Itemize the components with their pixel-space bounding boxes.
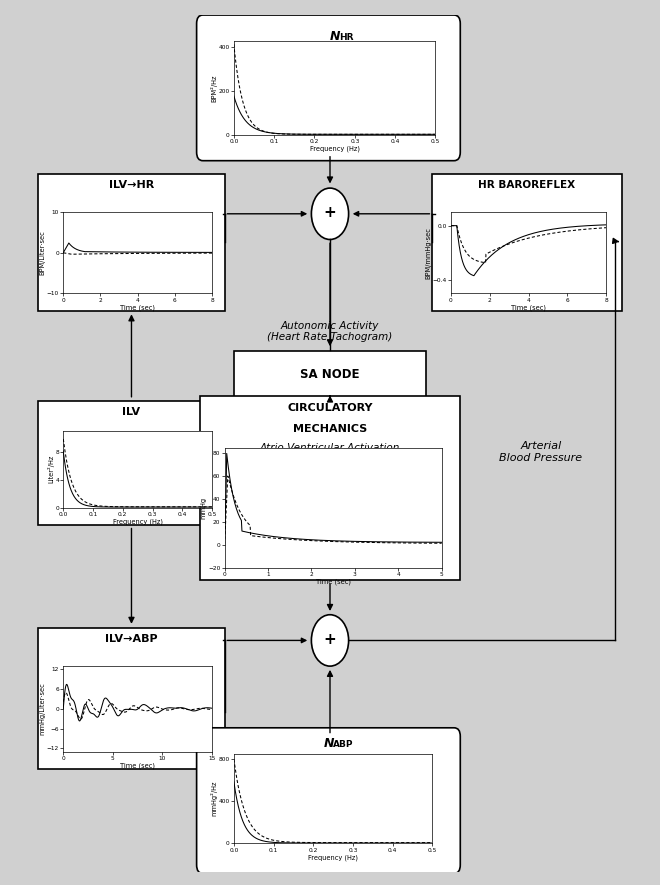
- Text: +: +: [323, 205, 337, 220]
- Text: ABP: ABP: [333, 740, 354, 749]
- Y-axis label: BPM/Liter·sec: BPM/Liter·sec: [40, 230, 46, 275]
- X-axis label: Time (sec): Time (sec): [120, 762, 155, 769]
- Text: ILV→HR: ILV→HR: [109, 181, 154, 190]
- Text: HR BAROREFLEX: HR BAROREFLEX: [478, 181, 576, 190]
- Circle shape: [312, 615, 348, 666]
- Text: Atrio-Ventricular Activation
(Impulse Heart Rate): Atrio-Ventricular Activation (Impulse He…: [260, 443, 400, 465]
- Text: ILV→ABP: ILV→ABP: [105, 635, 158, 644]
- Y-axis label: mmHg²/Hz: mmHg²/Hz: [210, 781, 217, 816]
- FancyBboxPatch shape: [197, 15, 460, 161]
- Text: MECHANICS: MECHANICS: [293, 424, 367, 434]
- X-axis label: Frequency (Hz): Frequency (Hz): [310, 145, 360, 152]
- Text: CIRCULATORY: CIRCULATORY: [287, 404, 373, 413]
- X-axis label: Frequency (Hz): Frequency (Hz): [308, 854, 358, 860]
- Text: Autonomic Activity
(Heart Rate Tachogram): Autonomic Activity (Heart Rate Tachogram…: [267, 320, 393, 342]
- Y-axis label: mmHg: mmHg: [201, 496, 207, 519]
- FancyBboxPatch shape: [234, 350, 426, 398]
- Text: N: N: [324, 737, 335, 750]
- X-axis label: Time (sec): Time (sec): [120, 304, 155, 311]
- FancyBboxPatch shape: [38, 401, 224, 525]
- Text: Arterial
Blood Pressure: Arterial Blood Pressure: [500, 441, 583, 463]
- X-axis label: Time (sec): Time (sec): [511, 304, 546, 311]
- FancyBboxPatch shape: [38, 173, 224, 311]
- X-axis label: Frequency (Hz): Frequency (Hz): [113, 519, 162, 525]
- FancyBboxPatch shape: [38, 627, 224, 769]
- Y-axis label: BPM/mmHg·sec: BPM/mmHg·sec: [425, 227, 431, 279]
- Text: HR: HR: [339, 33, 354, 42]
- FancyBboxPatch shape: [200, 396, 460, 581]
- Y-axis label: mmHg/Liter·sec: mmHg/Liter·sec: [40, 682, 46, 735]
- Text: +: +: [323, 632, 337, 647]
- FancyBboxPatch shape: [197, 727, 460, 873]
- Text: SA NODE: SA NODE: [300, 368, 360, 381]
- Text: ILV: ILV: [122, 407, 141, 418]
- FancyBboxPatch shape: [432, 173, 622, 311]
- Y-axis label: BPM²/Hz: BPM²/Hz: [210, 74, 217, 102]
- Circle shape: [312, 189, 348, 240]
- Y-axis label: Liter²/Hz: Liter²/Hz: [47, 455, 54, 483]
- X-axis label: Time (sec): Time (sec): [315, 578, 350, 585]
- Text: N: N: [330, 30, 341, 43]
